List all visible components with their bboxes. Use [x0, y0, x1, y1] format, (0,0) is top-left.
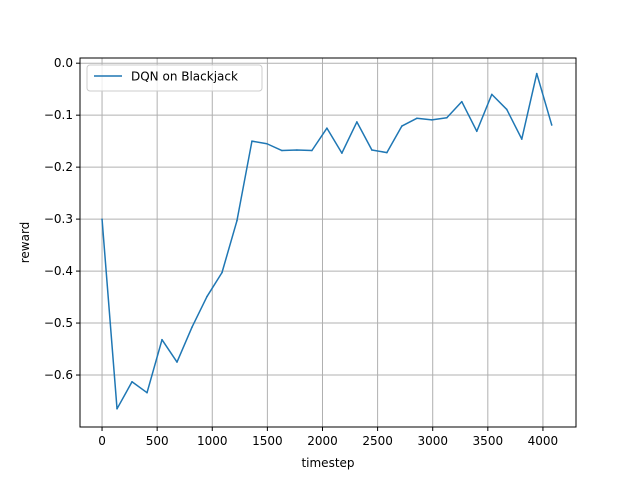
x-tick-label: 3500 [473, 434, 504, 448]
data-point [446, 116, 448, 119]
grid-lines [80, 58, 576, 427]
plot-frame [79, 57, 577, 428]
data-point [476, 130, 478, 133]
data-point [356, 121, 358, 123]
data-point [550, 124, 553, 126]
y-tick-label: −0.4 [44, 264, 73, 278]
y-axis-ticks: 0.0 −0.1 −0.2 −0.3 −0.4 −0.5 −0.6 [44, 56, 80, 382]
data-point [311, 149, 313, 152]
data-point [296, 149, 298, 151]
x-tick-label: 2500 [362, 434, 393, 448]
x-tick-label: 500 [146, 434, 169, 448]
x-tick-label: 2000 [307, 434, 338, 448]
data-point [176, 361, 178, 363]
data-point [535, 72, 538, 75]
data-point [266, 142, 268, 145]
legend-entry-label: DQN on Blackjack [131, 70, 238, 84]
legend-box [86, 64, 263, 92]
data-point [146, 391, 148, 394]
data-point [221, 271, 223, 274]
data-point [461, 100, 463, 103]
legend: DQN on Blackjack [86, 64, 263, 92]
data-point [161, 338, 163, 341]
data-point [281, 149, 283, 152]
data-point [371, 149, 373, 151]
data-point [490, 93, 493, 96]
data-point [206, 295, 208, 298]
y-tick-label: −0.1 [44, 108, 73, 122]
data-point [401, 125, 403, 127]
y-tick-label: −0.2 [44, 160, 73, 174]
x-tick-label: 0 [98, 434, 106, 448]
data-point [101, 218, 103, 220]
x-axis-ticks: 0 500 1000 1500 2000 2500 3000 3500 4000 [98, 427, 558, 448]
y-tick-label: −0.5 [44, 316, 73, 330]
data-point [416, 117, 418, 120]
x-tick-label: 4000 [528, 434, 559, 448]
y-axis-label: reward [18, 222, 32, 264]
x-axis-label: timestep [301, 456, 354, 470]
x-tick-label: 1500 [252, 434, 283, 448]
data-point [341, 152, 343, 154]
data-point [131, 380, 133, 383]
data-point [236, 219, 238, 222]
x-tick-label: 1000 [197, 434, 228, 448]
data-point [520, 138, 523, 140]
x-tick-label: 3000 [417, 434, 448, 448]
series-lines [101, 72, 553, 410]
data-point [251, 140, 253, 142]
data-point [505, 108, 508, 111]
data-point [191, 326, 193, 329]
data-point [386, 151, 388, 154]
y-tick-label: −0.3 [44, 212, 73, 226]
data-point [431, 119, 433, 121]
data-point [116, 408, 118, 410]
y-tick-label: 0.0 [54, 56, 73, 70]
y-tick-label: −0.6 [44, 368, 73, 382]
data-point [326, 127, 328, 129]
